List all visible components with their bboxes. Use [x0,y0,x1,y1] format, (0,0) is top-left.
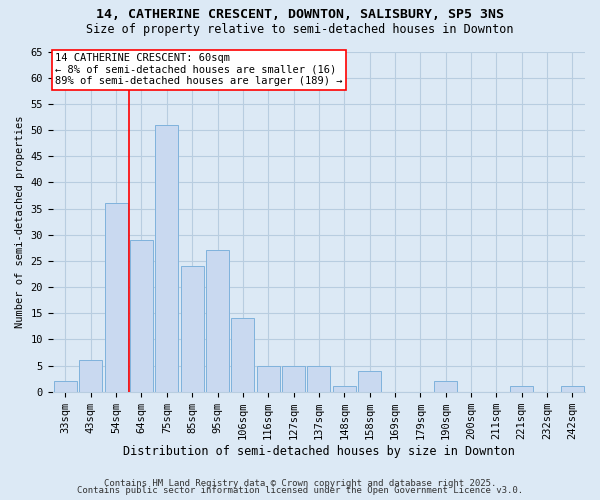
Bar [333,386,356,392]
Bar [105,204,128,392]
Bar [206,250,229,392]
Bar [257,366,280,392]
Bar [155,125,178,392]
Bar [561,386,584,392]
Bar [307,366,330,392]
Bar [510,386,533,392]
Bar [358,371,381,392]
Text: Contains HM Land Registry data © Crown copyright and database right 2025.: Contains HM Land Registry data © Crown c… [104,478,496,488]
Bar [282,366,305,392]
X-axis label: Distribution of semi-detached houses by size in Downton: Distribution of semi-detached houses by … [123,444,515,458]
Text: Size of property relative to semi-detached houses in Downton: Size of property relative to semi-detach… [86,22,514,36]
Text: 14 CATHERINE CRESCENT: 60sqm
← 8% of semi-detached houses are smaller (16)
89% o: 14 CATHERINE CRESCENT: 60sqm ← 8% of sem… [55,53,343,86]
Text: Contains public sector information licensed under the Open Government Licence v3: Contains public sector information licen… [77,486,523,495]
Bar [232,318,254,392]
Bar [434,382,457,392]
Bar [130,240,153,392]
Text: 14, CATHERINE CRESCENT, DOWNTON, SALISBURY, SP5 3NS: 14, CATHERINE CRESCENT, DOWNTON, SALISBU… [96,8,504,20]
Bar [181,266,203,392]
Y-axis label: Number of semi-detached properties: Number of semi-detached properties [15,116,25,328]
Bar [79,360,102,392]
Bar [54,382,77,392]
